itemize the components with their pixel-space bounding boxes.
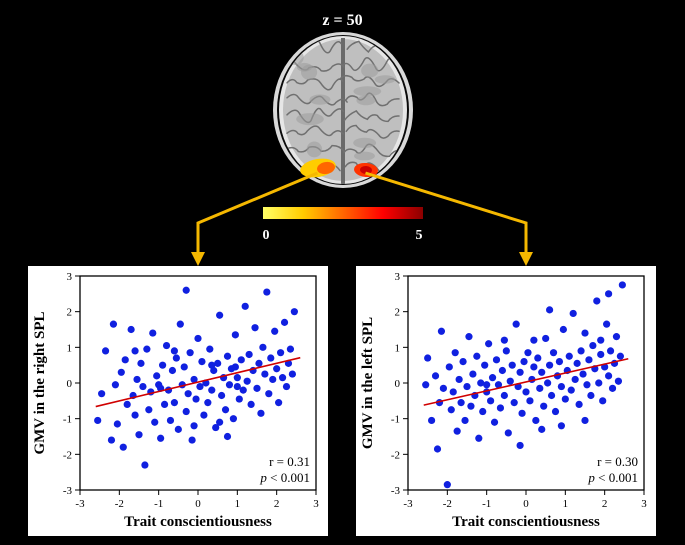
svg-text:r = 0.30: r = 0.30 <box>597 454 638 469</box>
svg-text:p < 0.001: p < 0.001 <box>259 470 310 485</box>
svg-text:0: 0 <box>67 378 73 390</box>
svg-text:1: 1 <box>67 342 73 354</box>
svg-text:1: 1 <box>235 498 241 510</box>
svg-text:2: 2 <box>602 498 608 510</box>
svg-text:GMV in the left SPL: GMV in the left SPL <box>360 317 376 449</box>
scatter-left-spl: -3 -2 -1 0 1 2 3 -3 -2 -1 0 1 2 3 Trait conscientiousn… <box>356 266 656 536</box>
svg-text:1: 1 <box>563 498 569 510</box>
svg-text:GMV in the right SPL: GMV in the right SPL <box>32 311 48 454</box>
svg-text:0: 0 <box>395 378 401 390</box>
svg-text:-3: -3 <box>63 485 73 497</box>
svg-text:-1: -1 <box>154 498 163 510</box>
svg-text:r = 0.31: r = 0.31 <box>269 454 310 469</box>
svg-text:-1: -1 <box>482 498 491 510</box>
svg-text:-2: -2 <box>115 498 124 510</box>
svg-text:2: 2 <box>395 307 401 319</box>
svg-text:2: 2 <box>67 307 73 319</box>
svg-text:-2: -2 <box>391 449 400 461</box>
svg-text:-1: -1 <box>391 414 400 426</box>
svg-text:-1: -1 <box>63 414 72 426</box>
svg-text:0: 0 <box>523 498 529 510</box>
figure-root: z = 50 0 5 -3-2-10123-3-2-10123Trait con… <box>0 0 685 545</box>
svg-text:1: 1 <box>395 342 401 354</box>
svg-text:-3: -3 <box>391 485 401 497</box>
svg-text:p < 0.001: p < 0.001 <box>587 470 638 485</box>
svg-text:2: 2 <box>274 498 280 510</box>
svg-text:3: 3 <box>395 271 401 283</box>
svg-text:0: 0 <box>195 498 201 510</box>
svg-text:Trait conscientiousness: Trait conscientiousness <box>124 514 272 530</box>
svg-text:-2: -2 <box>63 449 72 461</box>
svg-text:-2: -2 <box>443 498 452 510</box>
scatter-right-spl: -3 -2 -1 0 1 2 3 -3 -2 -1 0 1 2 3 Trait conscientiousn… <box>28 266 328 536</box>
svg-text:3: 3 <box>313 498 319 510</box>
svg-text:3: 3 <box>67 271 73 283</box>
svg-text:Trait conscientiousness: Trait conscientiousness <box>452 514 600 530</box>
svg-text:3: 3 <box>641 498 647 510</box>
svg-text:-3: -3 <box>75 498 85 510</box>
svg-text:-3: -3 <box>403 498 413 510</box>
